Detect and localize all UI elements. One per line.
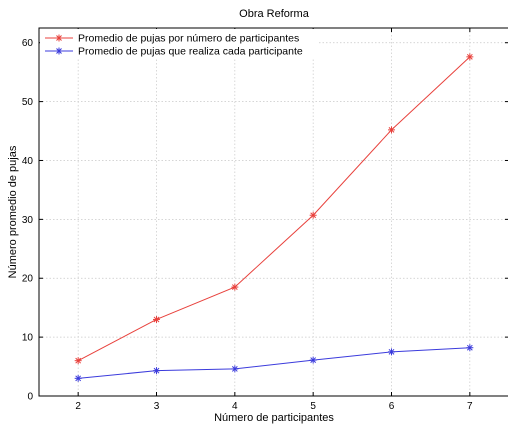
series-2-point [388,348,395,355]
legend-item: Promedio de pujas por número de particip… [45,33,299,45]
x-axis-label: Número de participantes [214,412,334,424]
series-layer [75,53,474,381]
series-1-point [75,357,82,364]
x-tick-label: 6 [389,401,395,412]
series-2-point [231,365,238,372]
legend-label: Promedio de pujas por número de particip… [78,33,299,45]
legend: Promedio de pujas por número de particip… [40,29,318,58]
x-tick-label: 5 [310,401,316,412]
grid-lines [39,28,508,396]
y-tick-label: 40 [22,156,34,167]
plot-area [39,28,508,396]
series-2-point [310,357,317,364]
legend-item: Promedio de pujas que realiza cada parti… [45,46,303,58]
y-tick-label: 20 [22,274,34,285]
series-2-point [466,344,473,351]
y-tick-label: 60 [22,38,34,49]
y-axis-label: Número promedio de pujas [7,145,19,278]
series-1-point [231,284,238,291]
series-2-point [75,375,82,382]
y-tick-label: 50 [22,97,34,108]
legend-label: Promedio de pujas que realiza cada parti… [78,46,303,58]
y-tick-label: 10 [22,333,34,344]
axis-ticks: 2 3 4 5 6 7 0 10 20 30 40 50 60 [22,28,508,412]
y-tick-label: 0 [27,392,33,403]
series-1-point [310,212,317,219]
series-2-point [153,367,160,374]
series-2-line [78,348,470,379]
y-tick-label: 30 [22,215,34,226]
x-tick-label: 2 [75,401,81,412]
series-1-point [466,53,473,60]
series-1-line [78,57,470,361]
x-tick-label: 4 [232,401,238,412]
legend-marker [56,35,63,42]
series-1-point [388,126,395,133]
series-1-point [153,316,160,323]
chart-title: Obra Reforma [239,8,310,20]
x-tick-label: 7 [467,401,473,412]
x-tick-label: 3 [154,401,160,412]
legend-marker [56,48,63,55]
